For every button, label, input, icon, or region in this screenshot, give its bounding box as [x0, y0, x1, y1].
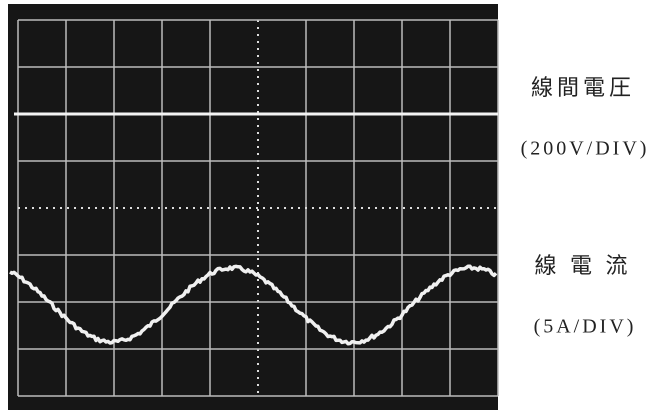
- voltage-title: 線間電圧: [531, 75, 635, 100]
- current-title: 線 電 流: [534, 253, 631, 278]
- voltage-scale: (200V/DIV): [521, 138, 650, 160]
- page: {"labels": {"voltage_title": "線間電圧", "vo…: [0, 0, 667, 415]
- oscilloscope-view: 線間電圧 (200V/DIV) 線 電 流 (5A/DIV): [0, 0, 667, 415]
- current-scale: (5A/DIV): [534, 316, 637, 338]
